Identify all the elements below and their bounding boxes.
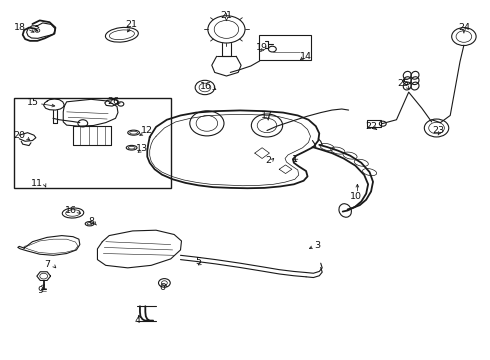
Text: 20: 20: [13, 131, 25, 140]
Text: 25: 25: [397, 80, 409, 89]
Text: 17: 17: [261, 111, 273, 120]
Text: 2: 2: [266, 156, 271, 165]
Text: 8: 8: [88, 217, 94, 226]
Text: 26: 26: [107, 96, 119, 105]
Bar: [14, 98, 171, 188]
Text: 5: 5: [196, 257, 201, 266]
Text: 16: 16: [65, 206, 76, 215]
Text: 11: 11: [31, 179, 43, 188]
Text: 21: 21: [220, 10, 232, 19]
Text: 15: 15: [26, 98, 38, 107]
Text: 19: 19: [256, 43, 268, 52]
Text: 21: 21: [125, 19, 138, 28]
Bar: [367, 121, 381, 127]
Text: 6: 6: [159, 283, 165, 292]
Text: 10: 10: [350, 192, 363, 201]
Text: 12: 12: [141, 126, 153, 135]
Text: 13: 13: [136, 144, 148, 153]
Text: 18: 18: [14, 23, 26, 32]
Text: 3: 3: [314, 241, 320, 250]
Text: 16: 16: [200, 82, 212, 91]
Text: 9: 9: [38, 286, 44, 295]
Text: 24: 24: [458, 23, 470, 32]
Text: 14: 14: [300, 52, 312, 61]
Text: 23: 23: [432, 126, 444, 135]
Bar: [259, 35, 312, 60]
Text: 4: 4: [135, 316, 141, 325]
Text: 1: 1: [292, 155, 298, 164]
Text: 7: 7: [44, 260, 50, 269]
Text: 22: 22: [365, 122, 377, 131]
